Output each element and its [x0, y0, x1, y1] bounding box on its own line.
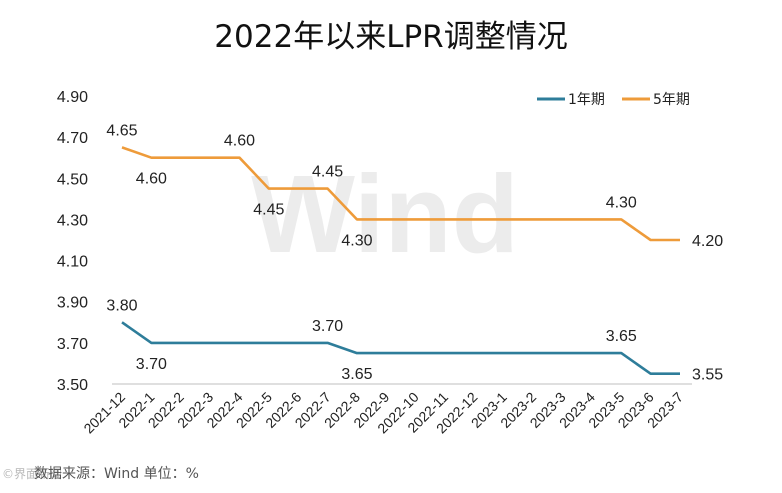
data-label: 3.70 — [136, 356, 167, 373]
data-label: 4.60 — [224, 133, 255, 150]
legend-label: 1年期 — [568, 92, 605, 108]
x-axis: 2021-122022-12022-22022-32022-42022-5202… — [80, 383, 692, 436]
data-label: 3.70 — [312, 318, 343, 335]
source-note: 数据来源：Wind 单位：% — [34, 466, 199, 482]
data-label: 4.30 — [341, 232, 372, 249]
legend: 1年期 5年期 — [537, 92, 690, 108]
data-label: 3.80 — [106, 297, 137, 314]
data-label: 4.20 — [692, 233, 723, 250]
y-tick-label: 4.10 — [57, 254, 88, 271]
data-label: 4.30 — [606, 194, 637, 211]
series-line-five-year — [121, 146, 680, 242]
series-line-one-year — [121, 321, 680, 376]
y-tick-label: 4.90 — [57, 89, 88, 106]
chart-title: 2022年以来LPR调整情况 — [214, 19, 567, 55]
data-label: 3.55 — [692, 367, 723, 384]
y-tick-label: 4.30 — [57, 212, 88, 229]
data-label: 4.65 — [106, 122, 137, 139]
data-label: 3.65 — [606, 328, 637, 345]
data-label: 3.65 — [341, 366, 372, 383]
y-tick-label: 4.70 — [57, 130, 88, 147]
data-labels: 4.65 4.60 4.60 4.45 4.45 4.30 4.30 4.20 3.80 3.70… — [106, 122, 723, 383]
data-label: 4.45 — [253, 202, 284, 219]
data-label: 4.45 — [312, 164, 343, 181]
y-tick-label: 3.70 — [57, 336, 88, 353]
y-tick-label: 4.50 — [57, 171, 88, 188]
data-label: 4.60 — [136, 171, 167, 188]
series-group — [121, 146, 680, 376]
y-tick-label: 3.90 — [57, 295, 88, 312]
y-tick-label: 3.50 — [57, 377, 88, 394]
legend-label: 5年期 — [653, 92, 690, 108]
y-axis: 3.50 3.70 3.90 4.10 4.30 4.50 4.70 4.90 — [57, 89, 88, 394]
watermark: Wind — [251, 153, 519, 276]
corner-mark: ©界面新闻 — [2, 466, 62, 481]
